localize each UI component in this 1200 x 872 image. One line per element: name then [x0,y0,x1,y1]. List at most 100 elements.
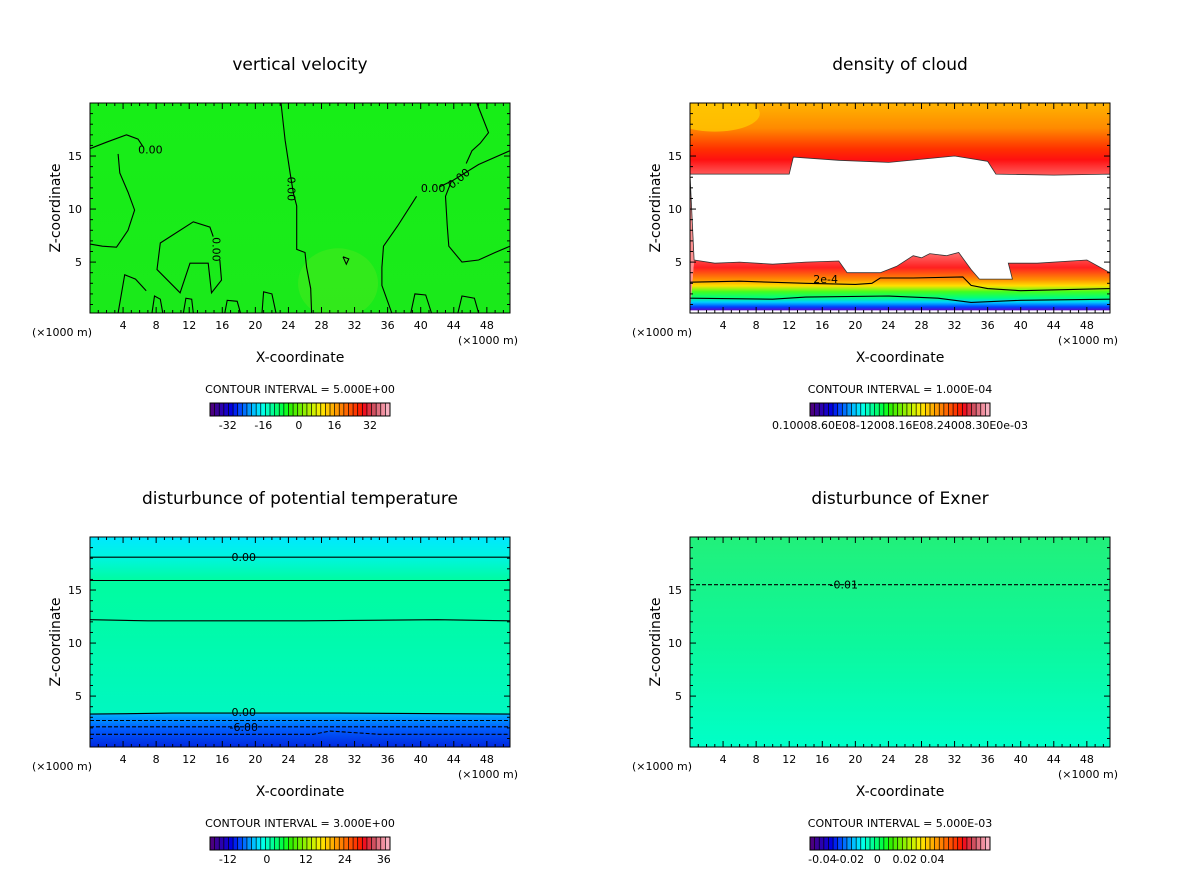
colorbar-stripe [976,837,981,850]
y-tick-label: 15 [68,150,82,163]
colorbar-label: 36 [377,853,391,866]
colorbar-stripe [270,403,275,416]
contour-interval: CONTOUR INTERVAL = 3.000E+00 [205,817,395,830]
y-tick-label: 15 [668,150,682,163]
contour-label: 2e-4 [813,273,838,286]
x-tick-label: 32 [948,319,962,332]
contour-label: 0.00 [138,144,163,157]
colorbar-label: -16 [254,419,272,432]
x-unit-right: (×1000 m) [458,334,518,347]
colorbar-stripe [842,403,847,416]
colorbar-stripe [920,403,926,416]
colorbar-stripe [325,403,330,416]
x-tick-label: 36 [381,319,395,332]
x-tick-label: 4 [720,753,727,766]
contour-field: -0.01 [690,537,1110,747]
x-tick-label: 24 [881,753,895,766]
colorbar-stripe [242,403,247,416]
colorbar-stripe [976,403,981,416]
y-tick-label: 5 [75,256,82,269]
colorbar-stripe [962,837,967,850]
field-patch [298,248,379,313]
colorbar-stripe [920,837,926,850]
colorbar-stripe [939,403,944,416]
colorbar: -0.04 -0.02 0 0.02 0.04 [808,836,991,866]
contour-field: 0.00 0.00 -6.00 [90,537,510,747]
colorbar-stripe [948,403,954,416]
colorbar-stripe [906,837,912,850]
colorbar-stripe [888,403,894,416]
colorbar-stripe [251,837,257,850]
colorbar-stripe [214,837,220,850]
contour-line [90,730,510,735]
colorbar-stripe [837,837,843,850]
colorbar-label: 0.10008.60E08-12008.16E08.24008.30E0e-03 [772,419,1028,432]
y-tick-label: 5 [75,690,82,703]
colorbar-frame [809,836,991,851]
colorbar-stripe [210,837,215,850]
colorbar-stripe [985,837,990,850]
colorbar-stripe [385,403,390,416]
colorbar-stripe [948,837,954,850]
colorbar-label: 24 [338,853,352,866]
colorbar-label: 0 [295,419,302,432]
colorbar-stripe [283,403,289,416]
contour-line [410,293,433,313]
x-tick-label: 48 [1080,753,1094,766]
contour-line [342,256,350,266]
colorbar-stripe [233,837,238,850]
colorbar-stripe [242,837,247,850]
colorbar-stripe [828,837,834,850]
colorbar-stripe [274,403,280,416]
colorbar-stripe [814,403,820,416]
contour-line [151,295,164,313]
contour-field: 2e-4 [690,103,1110,313]
colorbar-stripe [846,837,852,850]
x-unit-left: (×1000 m) [632,326,692,339]
colorbar-stripe [939,837,944,850]
colorbar-stripe [366,403,372,416]
contour-line [156,221,223,295]
contour-label: -6.00 [230,721,258,734]
colorbar-stripe [957,403,963,416]
colorbar-stripe [911,837,917,850]
colorbar-stripe [256,837,261,850]
colorbar-stripe [823,403,829,416]
y-axis-label: Z-coordinate [48,597,64,686]
x-axis-label: X-coordinate [856,350,945,366]
colorbar-stripe [223,403,229,416]
colorbar-stripe [865,403,870,416]
colorbar-label: -0.02 [836,853,864,866]
x-tick-label: 12 [782,319,796,332]
x-unit-right: (×1000 m) [458,768,518,781]
colorbar-stripe [376,403,381,416]
colorbar-stripe [334,837,340,850]
colorbar-stripe [362,837,367,850]
colorbar-stripe [265,837,270,850]
chart-title: density of cloud [832,55,968,75]
x-unit-left: (×1000 m) [632,760,692,773]
colorbar-stripe [870,403,875,416]
x-tick-label: 4 [120,753,127,766]
surface-gap [690,310,1110,313]
colorbar-stripe [925,403,930,416]
colorbar-stripe [980,837,986,850]
contour-interval: CONTOUR INTERVAL = 5.000E-03 [808,817,992,830]
plot-frame [89,102,511,314]
x-tick-label: 36 [381,753,395,766]
y-tick-label: 10 [668,637,682,650]
colorbar-stripe [810,837,815,850]
colorbar-frame [809,402,991,417]
colorbar-stripe [888,837,894,850]
colorbar-stripe [353,837,358,850]
x-tick-label: 20 [248,319,262,332]
colorbar-stripe [851,403,857,416]
colorbar-label: 0.02 [893,853,918,866]
colorbar-stripe [306,837,312,850]
colorbar-label: -12 [219,853,237,866]
contour-line [117,274,147,313]
contour-interval: CONTOUR INTERVAL = 1.000E-04 [808,383,992,396]
colorbar-stripe [330,837,335,850]
colorbar-stripe [810,403,815,416]
x-tick-label: 16 [215,319,229,332]
